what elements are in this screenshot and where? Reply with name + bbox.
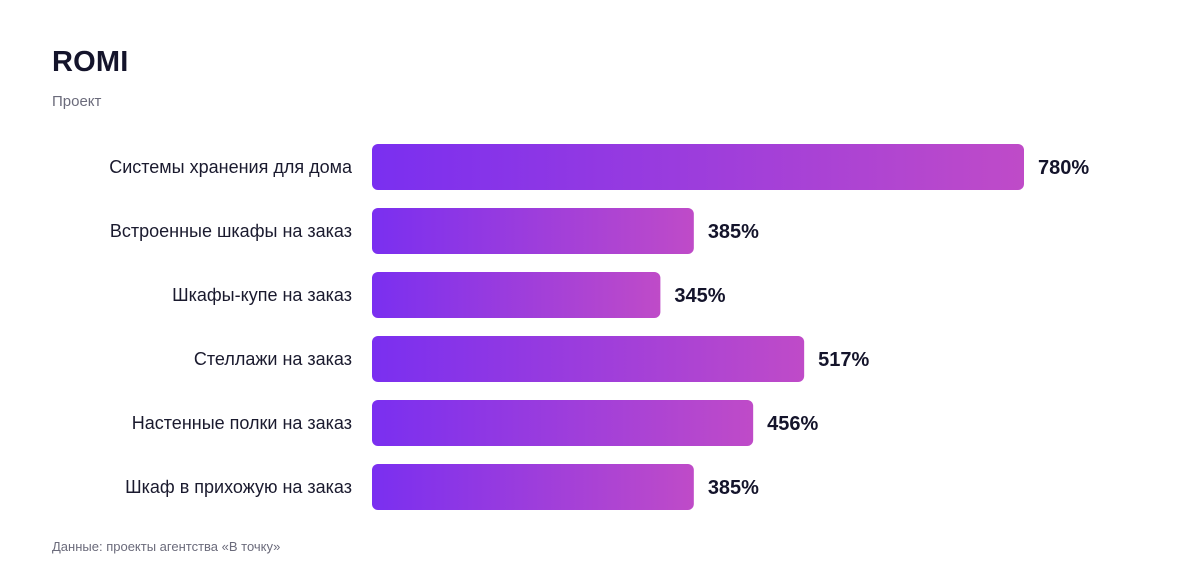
category-label: Встроенные шкафы на заказ [110,221,352,241]
bar [372,464,694,510]
value-label: 345% [674,285,725,307]
chart-subtitle: Проект [52,93,102,110]
category-label: Настенные полки на заказ [132,413,352,433]
bar-row: Шкаф в прихожую на заказ 385% [125,464,759,510]
category-label: Шкаф в прихожую на заказ [125,477,352,497]
value-label: 456% [767,413,818,435]
bar [372,272,661,318]
value-label: 517% [818,349,869,371]
chart-title: ROMI [52,46,129,78]
data-source-note: Данные: проекты агентства «В точку» [52,539,281,554]
bar [372,208,694,254]
bar-row: Шкафы-купе на заказ 345% [172,272,726,318]
value-label: 385% [708,221,759,243]
bars-layer: Системы хранения для дома 780% Встроенные … [109,144,1089,510]
category-label: Стеллажи на заказ [194,349,352,369]
bar-row: Настенные полки на заказ 456% [132,400,819,446]
bar-row: Стеллажи на заказ 517% [194,336,870,382]
category-label: Системы хранения для дома [109,157,353,177]
bar-row: Встроенные шкафы на заказ 385% [110,208,759,254]
category-label: Шкафы-купе на заказ [172,285,352,305]
bar [372,336,805,382]
value-label: 385% [708,477,759,499]
bar-row: Системы хранения для дома 780% [109,144,1089,190]
bar [372,144,1024,190]
value-label: 780% [1038,157,1089,179]
bar [372,400,754,446]
